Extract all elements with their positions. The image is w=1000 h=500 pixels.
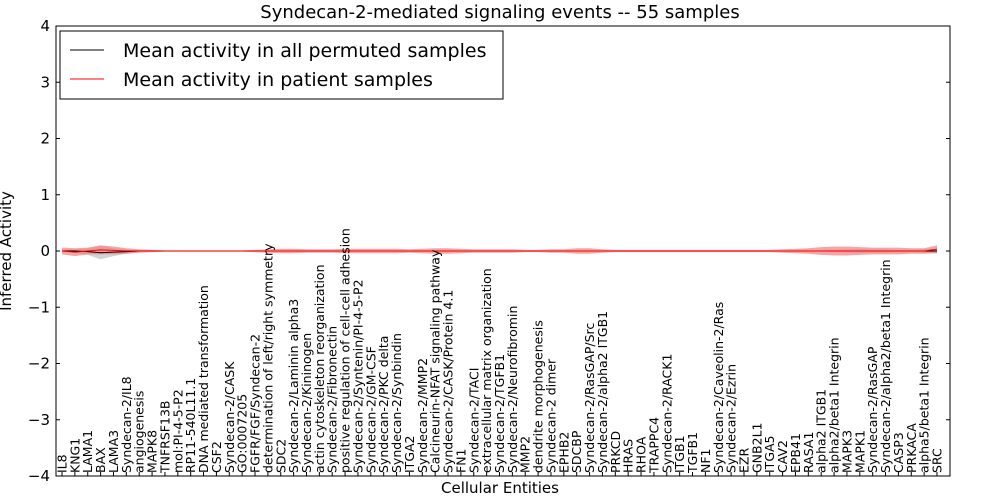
x-category-label: alpha2 ITGB1	[814, 389, 829, 473]
x-category-label: MAPK8	[145, 430, 160, 473]
x-category-label: SDCBP	[569, 430, 584, 473]
x-category-label: Syndecan-2/CASK	[222, 361, 237, 473]
series-lines	[61, 248, 938, 254]
x-category-label: Syndecan-2/TGFB1	[492, 354, 507, 473]
x-axis-title: Cellular Entities	[441, 479, 559, 497]
legend: Mean activity in all permuted samples Me…	[59, 30, 504, 100]
variance-bands	[62, 245, 937, 260]
x-category-label: alpha5/beta1 Integrin	[917, 337, 932, 473]
x-category-label: Calcineurin-NFAT signaling pathway	[428, 249, 443, 473]
legend-label-patient: Mean activity in patient samples	[123, 69, 433, 91]
x-category-label: Syndecan-2/alpha2 ITGB1	[595, 311, 610, 473]
y-axis-title: Inferred Activity	[0, 191, 15, 311]
x-category-label: MMP2	[518, 436, 533, 473]
x-category-label: GNB2L1	[749, 423, 764, 473]
x-category-label: Syndecan-2/Neurofibromin	[505, 306, 520, 473]
x-category-label: actin cytoskeleton reorganization	[312, 264, 327, 473]
y-tick-label: −1	[28, 298, 50, 316]
x-category-label: Syndecan-2/RasGAP	[865, 346, 880, 473]
x-axis-labels: IL8KNG1LAMA1BAXLAMA3Syndecan-2/IL8angiog…	[55, 228, 945, 476]
x-category-label: alpha2/beta1 Integrin	[827, 337, 842, 473]
x-category-label: Syndecan-2/alpha2/beta1 Integrin	[878, 259, 893, 473]
x-category-label: BAX	[93, 447, 108, 473]
x-category-label: RHOA	[634, 436, 649, 473]
x-category-label: MAPK1	[852, 430, 867, 473]
x-category-label: dendrite morphogenesis	[531, 320, 546, 473]
x-category-label: LAMA3	[106, 430, 121, 473]
line-patient	[61, 248, 938, 253]
plot-frame	[55, 25, 951, 477]
x-category-label: Syndecan-2/Kininogen	[299, 333, 314, 473]
x-category-label: PRKACA	[904, 423, 919, 473]
x-category-label: Syndecan-2/CASK/Protein 4.1	[441, 290, 456, 473]
x-category-label: ITGB1	[672, 435, 687, 473]
x-category-label: Syndecan-2/Ezrin	[724, 364, 739, 473]
x-category-label: TNFRSF13B	[157, 401, 172, 474]
x-category-label: EZR	[737, 448, 752, 473]
x-category-label: TRAPPC4	[646, 417, 661, 474]
x-category-label: Syndecan-2/Fibronectin	[325, 326, 340, 473]
y-axis-ticks: −4 −3 −2 −1 0 1 2 3 4	[28, 17, 950, 485]
x-category-label: CAV2	[775, 440, 790, 473]
legend-box	[59, 30, 504, 100]
x-category-label: Syndecan-2/Synbindin	[389, 333, 404, 473]
x-category-label: RP11-540L11.1	[183, 378, 198, 473]
x-category-label: determination of left/right symmetry	[260, 243, 275, 473]
y-tick-label: 4	[40, 17, 50, 35]
legend-label-permuted: Mean activity in all permuted samples	[123, 40, 486, 62]
x-category-label: Syndecan-2 dimer	[544, 358, 559, 473]
x-category-label: FN1	[453, 449, 468, 474]
x-category-label: Syndecan-2/RasGAP/Src	[582, 323, 597, 473]
y-tick-label: 1	[40, 186, 50, 204]
y-tick-label: 3	[40, 73, 50, 91]
x-category-label: Syndecan-2/MMP2	[415, 358, 430, 473]
x-category-label: MAPK3	[839, 430, 854, 473]
x-category-label: FGFR/FGF/Syndecan-2	[248, 334, 263, 473]
x-category-label: Syndecan-2/TACI	[466, 368, 481, 473]
x-category-label: angiogenesis	[132, 391, 147, 473]
x-category-label: Syndecan-2/IL8	[119, 376, 134, 473]
x-category-label: LAMA1	[80, 430, 95, 473]
x-category-label: IL8	[55, 454, 70, 473]
x-category-label: HRAS	[621, 439, 636, 473]
x-category-label: Syndecan-2/Laminin alpha3	[286, 299, 301, 473]
x-category-label: CASP3	[891, 432, 906, 473]
x-category-label: mol:PI-4-5-P2	[170, 389, 185, 473]
x-category-label: TGFB1	[685, 432, 700, 474]
x-category-label: SDC2	[273, 439, 288, 473]
x-category-label: Syndecan-2/RACK1	[659, 354, 674, 473]
x-category-label: NF1	[698, 449, 713, 474]
x-category-label: positive regulation of cell-cell adhesio…	[338, 228, 353, 473]
y-tick-label: −2	[28, 355, 50, 373]
x-category-label: CSF2	[209, 441, 224, 473]
x-category-label: extracellular matrix organization	[479, 268, 494, 473]
x-category-label: GO:0007205	[235, 394, 250, 473]
x-category-label: Syndecan-2/GM-CSF	[363, 346, 378, 473]
y-tick-label: 0	[40, 242, 50, 260]
y-tick-label: 2	[40, 130, 50, 148]
x-category-label: DNA mediated transformation	[196, 285, 211, 473]
x-category-label: Syndecan-2/Syntenin/PI-4-5-P2	[351, 279, 366, 473]
x-category-label: EPB41	[788, 433, 803, 473]
x-category-label: PRKCD	[608, 431, 623, 473]
chart-title: Syndecan-2-mediated signaling events -- …	[260, 2, 739, 23]
x-category-label: Syndecan-2/Caveolin-2/Ras	[711, 302, 726, 473]
y-tick-label: −3	[28, 411, 50, 429]
x-category-label: Syndecan-2/PKC delta	[376, 336, 391, 473]
x-category-label: KNG1	[67, 438, 82, 473]
x-category-label: RASA1	[801, 432, 816, 473]
x-category-label: SRC	[930, 448, 945, 473]
x-category-label: EPHB2	[556, 432, 571, 473]
x-category-label: ITGA2	[402, 435, 417, 473]
y-tick-label: −4	[28, 467, 50, 485]
x-category-label: ITGA5	[762, 435, 777, 473]
